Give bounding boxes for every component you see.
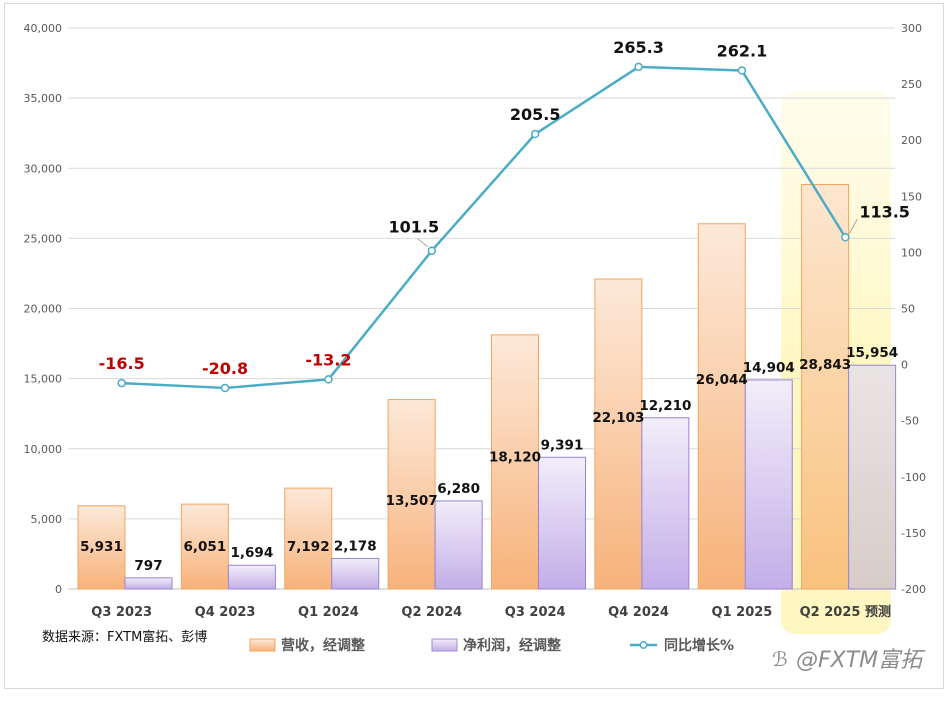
revenue-value-label: 22,103 — [592, 410, 644, 426]
growth-marker — [841, 233, 850, 242]
growth-value-label: 113.5 — [859, 202, 910, 221]
category-label: Q2 2024 — [401, 605, 462, 620]
growth-marker — [117, 378, 126, 388]
legend-swatch-profit — [431, 638, 458, 652]
right-tick-label: 200 — [901, 134, 922, 147]
revenue-value-label: 7,192 — [287, 539, 330, 555]
right-tick-label: -200 — [901, 583, 926, 596]
right-tick-label: 150 — [901, 190, 922, 203]
revenue-bar — [491, 334, 539, 590]
revenue-value-label: 13,507 — [386, 493, 438, 509]
left-tick-label: 25,000 — [24, 232, 63, 245]
revenue-value-label: 26,044 — [696, 372, 748, 388]
revenue-value-label: 5,931 — [80, 539, 123, 555]
revenue-bar — [387, 399, 436, 590]
right-tick-label: 50 — [901, 303, 915, 316]
revenue-bar — [77, 505, 126, 590]
profit-bar — [848, 364, 897, 590]
right-axis-ticks: -200 -150 -100 -50 0 50 100 150 200 250 300 — [901, 22, 926, 596]
right-tick-label: 0 — [901, 359, 908, 372]
profit-value-label: 9,391 — [541, 437, 584, 453]
category-label: Q1 2024 — [298, 605, 359, 620]
leader-line — [848, 219, 858, 234]
left-tick-label: 35,000 — [24, 92, 63, 105]
profit-value-label: 12,210 — [639, 398, 691, 414]
revenue-bar — [697, 223, 746, 590]
right-tick-label: -150 — [901, 527, 926, 540]
category-label: Q3 2024 — [505, 605, 566, 620]
category-labels: Q3 2023 Q4 2023 Q1 2024 Q2 2024 Q3 2024 Q4 20… — [91, 604, 891, 620]
growth-value-label: -16.5 — [99, 354, 145, 373]
revenue-bar — [180, 503, 229, 590]
watermark-text: @FXTM富拓 — [796, 648, 926, 673]
right-tick-label: -100 — [901, 471, 926, 484]
legend-label-revenue: 营收，经调整 — [281, 637, 366, 654]
category-label: Q3 2023 — [91, 605, 152, 620]
growth-marker — [634, 62, 643, 72]
revenue-value-label: 28,843 — [799, 357, 851, 373]
profit-value-label: 14,904 — [743, 360, 795, 376]
profit-bar — [538, 456, 586, 590]
profit-bar — [124, 577, 173, 590]
growth-line — [117, 62, 850, 393]
right-tick-label: -50 — [901, 415, 919, 428]
right-tick-label: 100 — [901, 246, 922, 259]
profit-value-label: 1,694 — [231, 545, 274, 561]
growth-marker — [530, 129, 540, 139]
left-tick-label: 40,000 — [24, 22, 63, 35]
growth-value-label: -13.2 — [305, 350, 351, 369]
revenue-bar — [801, 183, 850, 590]
left-tick-label: 5,000 — [31, 513, 63, 526]
watermark-icon: ℬ — [772, 647, 788, 671]
growth-polyline — [121, 65, 847, 390]
left-tick-label: 0 — [55, 583, 62, 596]
leader-line — [417, 238, 429, 248]
legend-label-growth: 同比增长% — [664, 637, 734, 654]
category-label: Q1 2025 — [712, 605, 773, 620]
profit-bar — [434, 500, 483, 590]
growth-value-label: 262.1 — [717, 42, 768, 61]
profit-bar — [641, 417, 690, 590]
legend-label-profit: 净利润，经调整 — [463, 637, 562, 654]
profit-value-label: 15,954 — [846, 345, 898, 361]
legend: 营收，经调整 净利润，经调整 同比增长% — [249, 637, 734, 654]
left-tick-label: 10,000 — [24, 443, 63, 456]
category-label: Q2 2025 预测 — [800, 604, 891, 620]
left-axis-ticks: 0 5,000 10,000 15,000 20,000 25,000 30,000 35,0… — [24, 22, 63, 596]
profit-bar — [744, 379, 793, 590]
profit-bar — [331, 557, 380, 590]
growth-value-label: 205.5 — [510, 105, 561, 124]
left-tick-label: 20,000 — [24, 303, 63, 316]
category-label: Q4 2024 — [608, 605, 669, 620]
profit-value-label: 797 — [134, 558, 162, 574]
revenue-value-label: 6,051 — [184, 539, 227, 555]
bars — [77, 183, 897, 590]
category-label: Q4 2023 — [195, 605, 256, 620]
left-tick-label: 30,000 — [24, 162, 63, 175]
watermark: ℬ @FXTM富拓 — [772, 647, 926, 673]
line-data-labels: -16.5 -20.8 -13.2 101.5 205.5 265.3 262.1 113.5 — [99, 38, 910, 378]
profit-bar — [227, 564, 276, 590]
gridlines — [68, 27, 895, 590]
growth-value-label: 101.5 — [389, 218, 440, 237]
profit-value-label: 2,178 — [334, 538, 377, 554]
revenue-value-label: 18,120 — [489, 449, 541, 465]
legend-swatch-growth-marker — [639, 641, 648, 649]
legend-swatch-revenue — [249, 638, 276, 652]
revenue-bar — [284, 487, 333, 590]
growth-marker — [324, 375, 333, 384]
growth-value-label: -20.8 — [202, 359, 248, 378]
growth-marker — [427, 246, 437, 255]
growth-value-label: 265.3 — [613, 38, 664, 57]
source-note: 数据来源：FXTM富拓、彭博 — [42, 629, 207, 645]
revenue-bar — [594, 278, 643, 590]
profit-value-label: 6,280 — [437, 481, 480, 497]
right-tick-label: 250 — [901, 78, 922, 91]
right-tick-label: 300 — [901, 22, 922, 35]
growth-marker — [220, 383, 230, 393]
left-tick-label: 15,000 — [24, 373, 63, 386]
growth-marker — [737, 66, 747, 75]
